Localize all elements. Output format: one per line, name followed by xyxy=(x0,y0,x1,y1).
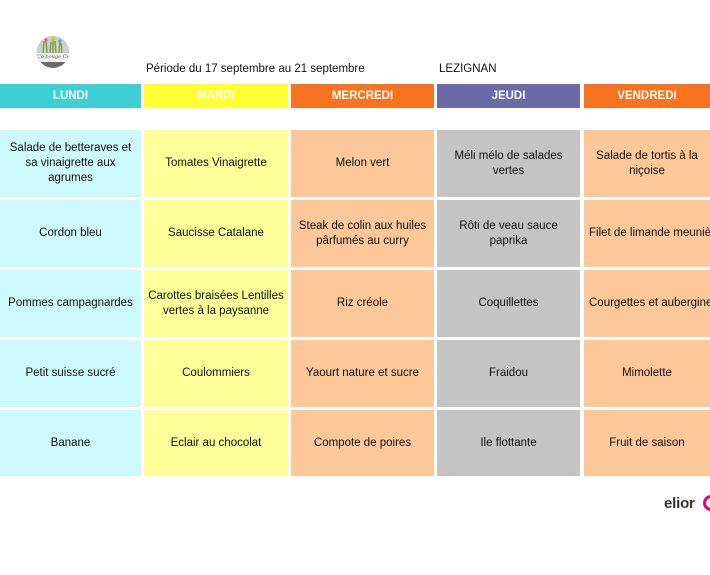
menu-item-text: Salade de betteraves et sa vinaigrette a… xyxy=(9,142,132,184)
menu-item-text: Méli mélo de salades vertes xyxy=(454,149,563,177)
menu-cell-mardi-main: Saucisse Catalane xyxy=(144,200,288,267)
menu-item-text: Fruit de saison xyxy=(609,436,685,449)
menu-cell-mardi-dessert: Eclair au chocolat xyxy=(144,410,288,476)
menu-item-text: Filet de limande meunière xyxy=(589,227,710,239)
menu-cell-mercredi-starter: Melon vert xyxy=(291,130,434,197)
day-header-vendredi: VENDREDI xyxy=(584,84,710,108)
brand-logo-text: elior xyxy=(664,495,695,512)
menu-item-text: Carottes braisées Lentilles vertes à la … xyxy=(148,289,284,317)
menu-cell-vendredi-main: Filet de limande meunière xyxy=(584,200,710,267)
menu-cell-lundi-side: Pommes campagnardes xyxy=(0,270,141,337)
day-header-mardi: MARDI xyxy=(144,84,288,108)
menu-cell-mardi-starter: Tomates Vinaigrette xyxy=(144,130,288,197)
menu-item-text: Ile flottante xyxy=(480,436,537,449)
menu-item-text: Rôti de veau sauce paprika xyxy=(459,219,558,247)
menu-cell-lundi-main: Cordon bleu xyxy=(0,200,141,267)
menu-item-text: Yaourt nature et sucre xyxy=(306,367,419,379)
menu-cell-lundi-starter: Salade de betteraves et sa vinaigrette a… xyxy=(0,130,141,197)
menu-cell-lundi-dairy: Petit suisse sucré xyxy=(0,340,141,407)
menu-item-text: Riz créole xyxy=(336,297,389,309)
logo-grass-icon xyxy=(37,36,69,54)
menu-cell-vendredi-dessert: Fruit de saison xyxy=(584,410,710,476)
menu-cell-vendredi-dairy: Mimolette xyxy=(584,340,710,407)
menu-cell-mercredi-main: Steak de colin aux huiles pârfumés au cu… xyxy=(291,200,434,267)
menu-item-text: Banane xyxy=(50,436,91,449)
menu-cell-mercredi-side: Riz créole xyxy=(291,270,434,337)
menu-item-text: Steak de colin aux huiles pârfumés au cu… xyxy=(298,219,427,247)
menu-item-text: Coulommiers xyxy=(182,367,250,379)
menu-cell-mardi-side: Carottes braisées Lentilles vertes à la … xyxy=(144,270,288,337)
menu-item-text: Coquillettes xyxy=(478,297,539,309)
period-label: Période du 17 septembre au 21 septembre xyxy=(146,63,365,75)
menu-item-text: Compote de poires xyxy=(313,436,412,449)
menu-cell-vendredi-side: Courgettes et aubergines al pesto xyxy=(584,270,710,337)
menu-item-text: Courgettes et aubergines al pesto xyxy=(589,297,710,309)
menu-cell-jeudi-dairy: Fraidou xyxy=(437,340,580,407)
menu-item-text: Pommes campagnardes xyxy=(8,297,133,309)
logo-text: Ça bouge Cuisine xyxy=(37,53,69,62)
menu-item-text: Melon vert xyxy=(335,157,390,169)
day-header-mercredi: MERCREDI xyxy=(291,84,434,108)
menu-item-text: Cordon bleu xyxy=(39,227,102,239)
brand-logo-icon xyxy=(703,495,710,511)
menu-cell-vendredi-starter: Salade de tortis à la niçoise xyxy=(584,130,710,197)
menu-cell-jeudi-dessert: Ile flottante xyxy=(437,410,580,476)
location-label: LEZIGNAN xyxy=(439,63,497,75)
day-header-lundi: LUNDI xyxy=(0,84,141,108)
menu-item-text: Saucisse Catalane xyxy=(168,227,264,239)
menu-item-text: Mimolette xyxy=(622,367,672,379)
day-header-jeudi: JEUDI xyxy=(437,84,580,108)
menu-cell-jeudi-side: Coquillettes xyxy=(437,270,580,337)
menu-item-text: Tomates Vinaigrette xyxy=(165,157,267,169)
menu-item-text: Fraidou xyxy=(489,367,528,379)
menu-cell-jeudi-starter: Méli mélo de salades vertes xyxy=(437,130,580,197)
logo: Ça bouge Cuisine xyxy=(37,36,69,68)
menu-item-text: Salade de tortis à la niçoise xyxy=(596,149,698,177)
menu-item-text: Eclair au chocolat xyxy=(170,436,262,449)
menu-cell-lundi-dessert: Banane xyxy=(0,410,141,476)
menu-cell-mardi-dairy: Coulommiers xyxy=(144,340,288,407)
menu-cell-mercredi-dessert: Compote de poires xyxy=(291,410,434,476)
menu-cell-jeudi-main: Rôti de veau sauce paprika xyxy=(437,200,580,267)
menu-cell-mercredi-dairy: Yaourt nature et sucre xyxy=(291,340,434,407)
menu-item-text: Petit suisse sucré xyxy=(25,367,116,379)
